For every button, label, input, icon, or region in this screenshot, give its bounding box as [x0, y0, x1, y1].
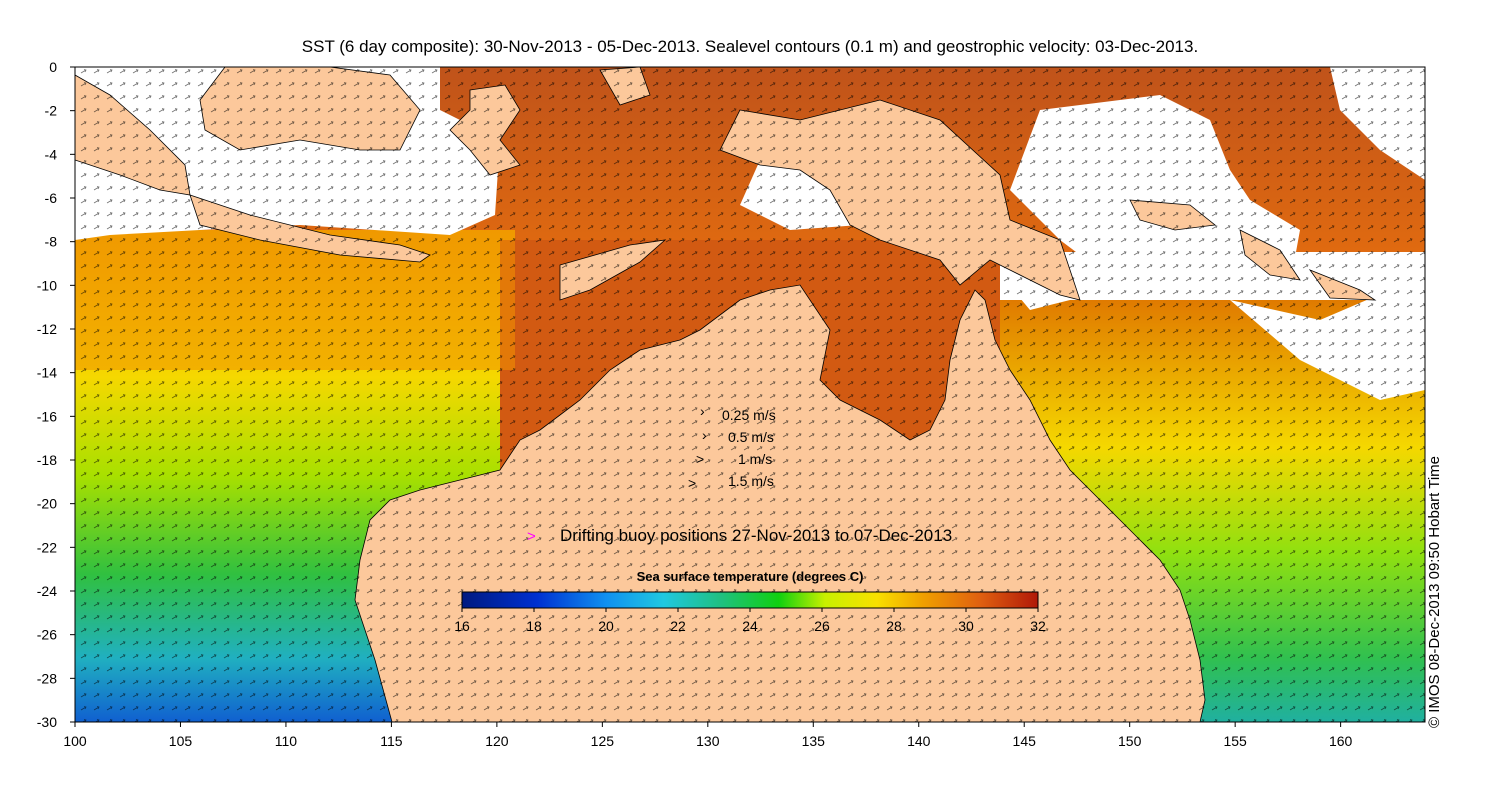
colorbar-tick-label: 26	[814, 618, 830, 634]
x-tick-label: 135	[802, 733, 826, 749]
x-tick-label: 160	[1329, 733, 1353, 749]
colorbar: Sea surface temperature (degrees C) 16 18…	[454, 569, 1046, 634]
buoy-symbol-icon: >	[527, 528, 536, 545]
y-tick-label: -16	[37, 408, 57, 424]
velocity-arrow-icon: >	[696, 451, 704, 467]
colorbar-title: Sea surface temperature (degrees C)	[637, 569, 864, 584]
velocity-legend-label: 0.25 m/s	[722, 407, 776, 423]
velocity-arrow-icon: ›	[700, 403, 705, 419]
x-tick-label: 150	[1118, 733, 1142, 749]
velocity-legend-item: › 0.5 m/s	[702, 427, 774, 445]
map-plot	[75, 67, 1425, 722]
colorbar-ticks: 16 18 20 22 24 26 28 30 32	[454, 608, 1046, 634]
plot-frame	[74, 66, 1426, 723]
y-tick-label: -12	[37, 321, 57, 337]
y-tick-label: -2	[45, 103, 58, 119]
colorbar-tick-label: 18	[526, 618, 542, 634]
x-tick-label: 120	[485, 733, 509, 749]
x-tick-label: 115	[380, 733, 403, 749]
y-tick-label: -30	[37, 714, 57, 730]
colorbar-tick-label: 22	[670, 618, 686, 634]
colorbar-tick-label: 32	[1030, 618, 1046, 634]
colorbar-tick-label: 24	[742, 618, 758, 634]
copyright-credit: © IMOS 08-Dec-2013 09:50 Hobart Time	[1426, 455, 1443, 728]
x-tick-label: 130	[696, 733, 720, 749]
colorbar-tick-label: 16	[454, 618, 470, 634]
buoy-legend-label: Drifting buoy positions 27-Nov-2013 to 0…	[560, 526, 952, 545]
x-tick-label: 110	[275, 733, 298, 749]
x-axis: 100 105 110 115 120 125 130 135 140 145 150 155 160	[63, 722, 1353, 749]
x-tick-label: 145	[1013, 733, 1037, 749]
x-tick-label: 140	[907, 733, 931, 749]
x-tick-label: 105	[169, 733, 193, 749]
velocity-legend-label: 0.5 m/s	[728, 429, 774, 445]
y-tick-label: -26	[37, 627, 57, 643]
map-title: SST (6 day composite): 30-Nov-2013 - 05-…	[301, 37, 1199, 56]
y-axis: 0 -2 -4 -6 -8 -10 -12 -14 -16 -18 -20 -22 -24 -26 -28 -…	[37, 59, 75, 730]
x-tick-label: 100	[63, 733, 87, 749]
velocity-legend-item: > 1 m/s	[696, 451, 772, 467]
y-tick-label: -6	[45, 190, 58, 206]
velocity-legend: › 0.25 m/s › 0.5 m/s > 1 m/s > 1.5 m/s	[688, 403, 776, 491]
y-tick-label: -20	[37, 496, 57, 512]
velocity-legend-item: › 0.25 m/s	[700, 403, 776, 423]
y-tick-label: -28	[37, 670, 57, 686]
y-tick-label: -4	[45, 146, 58, 162]
velocity-arrow-icon: ›	[702, 427, 707, 443]
colorbar-gradient	[461, 591, 1039, 609]
x-tick-label: 155	[1223, 733, 1247, 749]
y-tick-label: -14	[37, 365, 57, 381]
y-tick-label: -22	[37, 539, 57, 555]
geostrophic-velocity-arrows	[75, 67, 1425, 722]
y-tick-label: -8	[45, 234, 58, 250]
y-tick-label: -18	[37, 452, 57, 468]
y-tick-label: 0	[49, 59, 57, 75]
velocity-legend-label: 1 m/s	[738, 451, 772, 467]
y-tick-label: -24	[37, 583, 57, 599]
velocity-legend-label: 1.5 m/s	[728, 473, 774, 489]
velocity-arrow-icon: >	[688, 475, 696, 491]
y-tick-label: -10	[37, 277, 57, 293]
buoy-legend: > Drifting buoy positions 27-Nov-2013 to…	[527, 526, 952, 545]
colorbar-tick-label: 20	[598, 618, 614, 634]
x-tick-label: 125	[591, 733, 615, 749]
colorbar-tick-label: 30	[958, 618, 974, 634]
colorbar-tick-label: 28	[886, 618, 902, 634]
velocity-legend-item: > 1.5 m/s	[688, 473, 774, 491]
